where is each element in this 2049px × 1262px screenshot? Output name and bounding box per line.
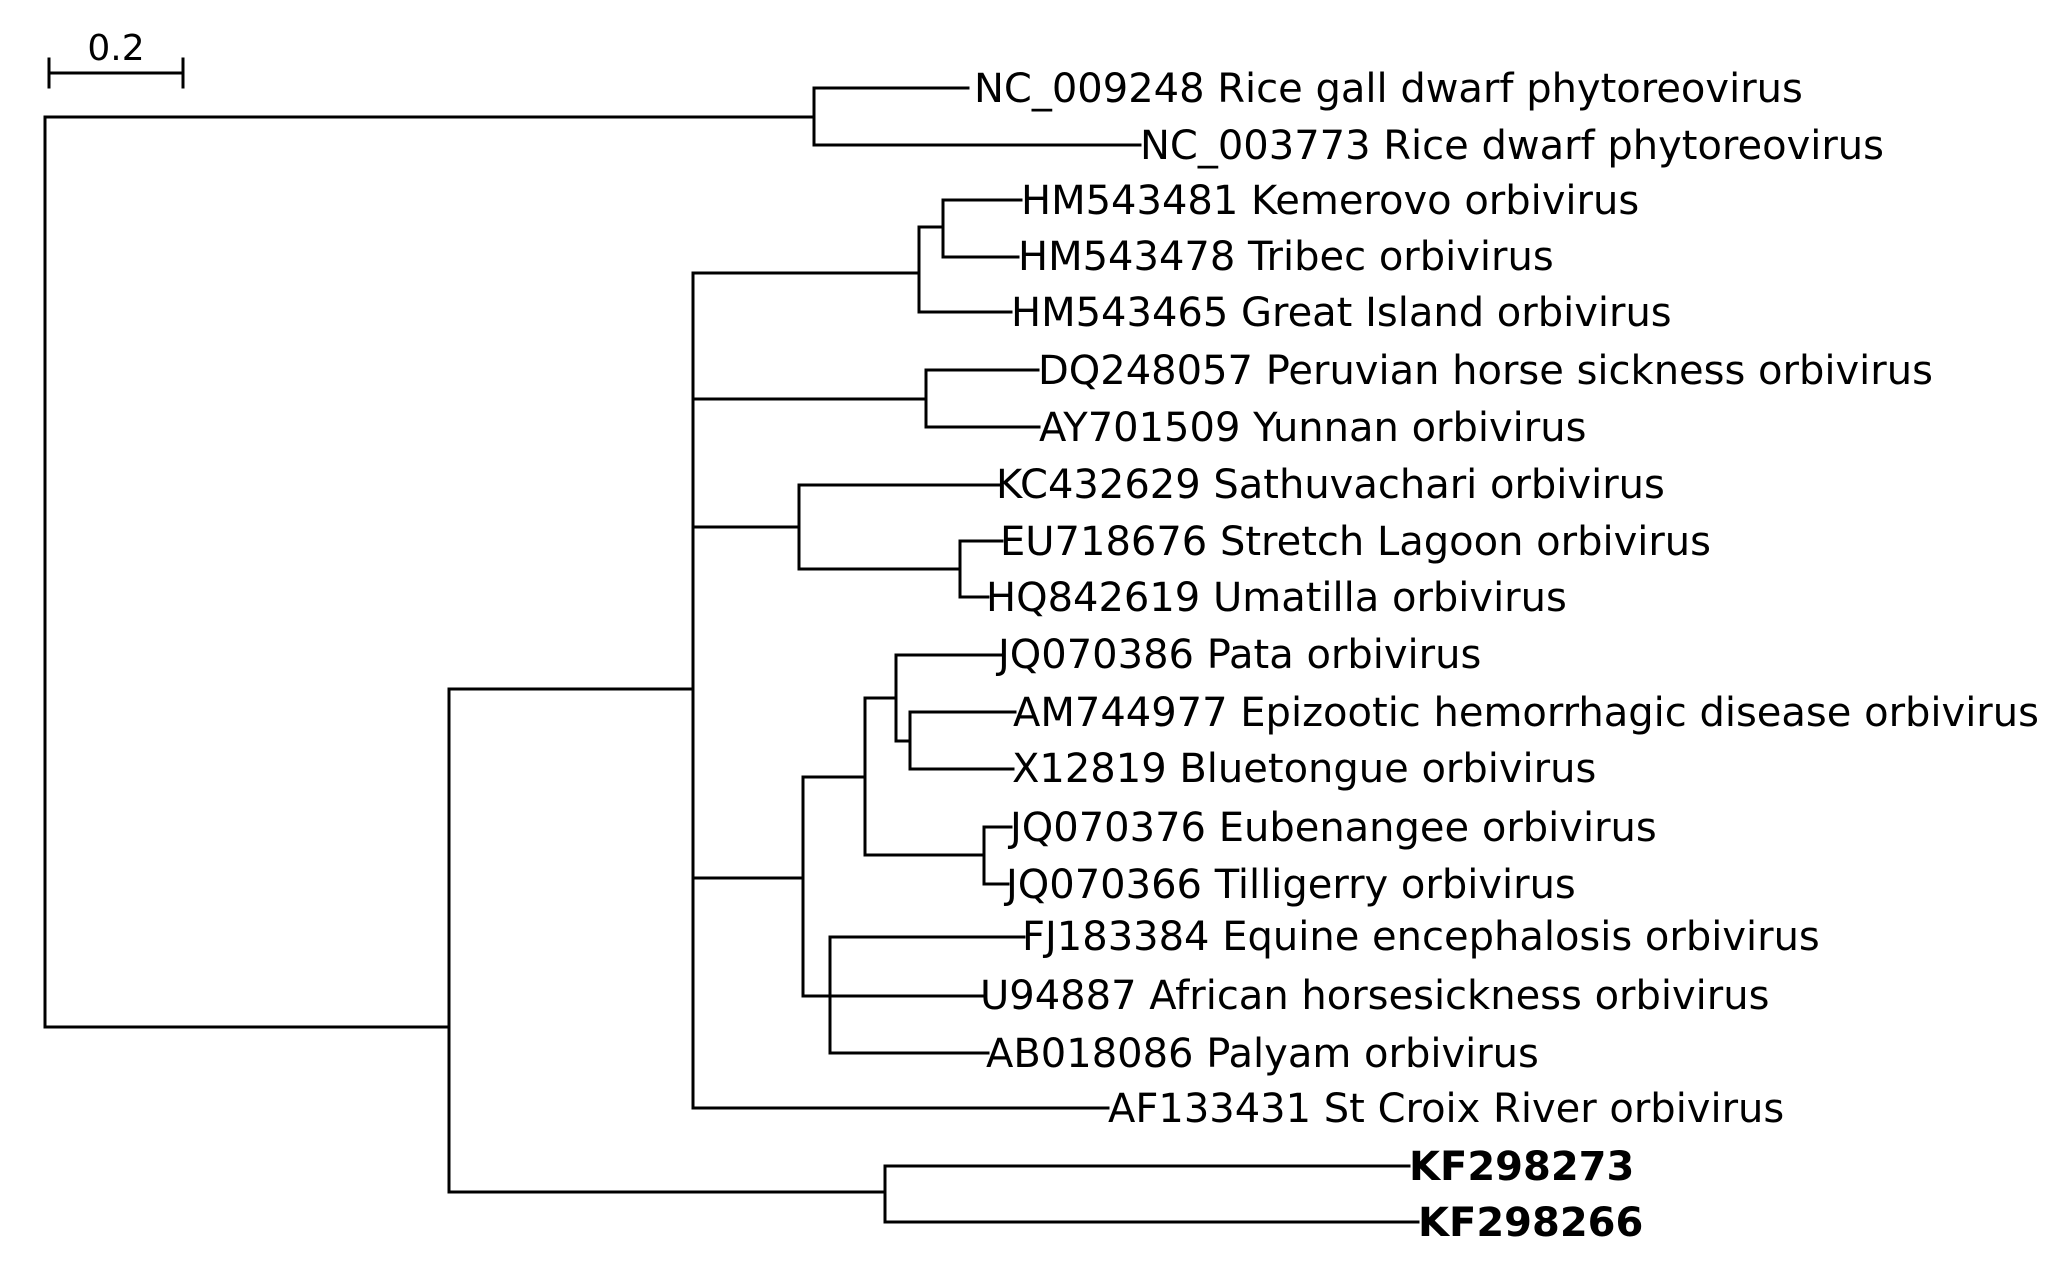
leaf-label: FJ183384 Equine encephalosis orbivirus [1022, 914, 1820, 960]
leaf-label: NC_003773 Rice dwarf phytoreovirus [1140, 123, 1884, 169]
leaf-label: HM543481 Kemerovo orbivirus [1021, 178, 1639, 224]
scale-bar-label: 0.2 [87, 28, 144, 69]
tree-branches [43, 86, 1420, 1224]
leaf-label: EU718676 Stretch Lagoon orbivirus [1000, 519, 1711, 565]
leaf-label: JQ070376 Eubenangee orbivirus [1007, 805, 1657, 851]
leaf-label: DQ248057 Peruvian horse sickness orbivir… [1038, 348, 1933, 394]
leaf-label: AY701509 Yunnan orbivirus [1039, 405, 1586, 451]
leaf-label: U94887 African horsesickness orbivirus [980, 973, 1769, 1019]
leaf-label-highlighted: KF298273 [1409, 1144, 1634, 1190]
leaf-labels: NC_009248 Rice gall dwarf phytoreovirus … [974, 66, 2039, 1246]
leaf-label: HQ842619 Umatilla orbivirus [986, 575, 1567, 621]
leaf-label-highlighted: KF298266 [1418, 1200, 1643, 1246]
leaf-label: AB018086 Palyam orbivirus [986, 1031, 1539, 1077]
leaf-label: AF133431 St Croix River orbivirus [1108, 1086, 1784, 1132]
leaf-label: HM543465 Great Island orbivirus [1011, 290, 1672, 336]
leaf-label: HM543478 Tribec orbivirus [1018, 234, 1554, 280]
leaf-label: JQ070366 Tilligerry orbivirus [1003, 862, 1576, 908]
leaf-label: AM744977 Epizootic hemorrhagic disease o… [1013, 690, 2039, 736]
leaf-label: KC432629 Sathuvachari orbivirus [996, 462, 1665, 508]
leaf-label: NC_009248 Rice gall dwarf phytoreovirus [974, 66, 1803, 112]
scale-bar: 0.2 [47, 28, 185, 89]
leaf-label: JQ070386 Pata orbivirus [995, 632, 1481, 678]
leaf-label: X12819 Bluetongue orbivirus [1012, 746, 1596, 792]
